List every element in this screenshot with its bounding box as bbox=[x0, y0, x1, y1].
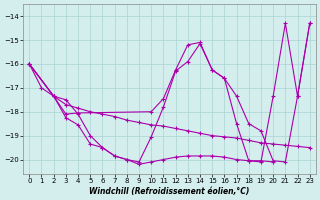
X-axis label: Windchill (Refroidissement éolien,°C): Windchill (Refroidissement éolien,°C) bbox=[89, 187, 250, 196]
